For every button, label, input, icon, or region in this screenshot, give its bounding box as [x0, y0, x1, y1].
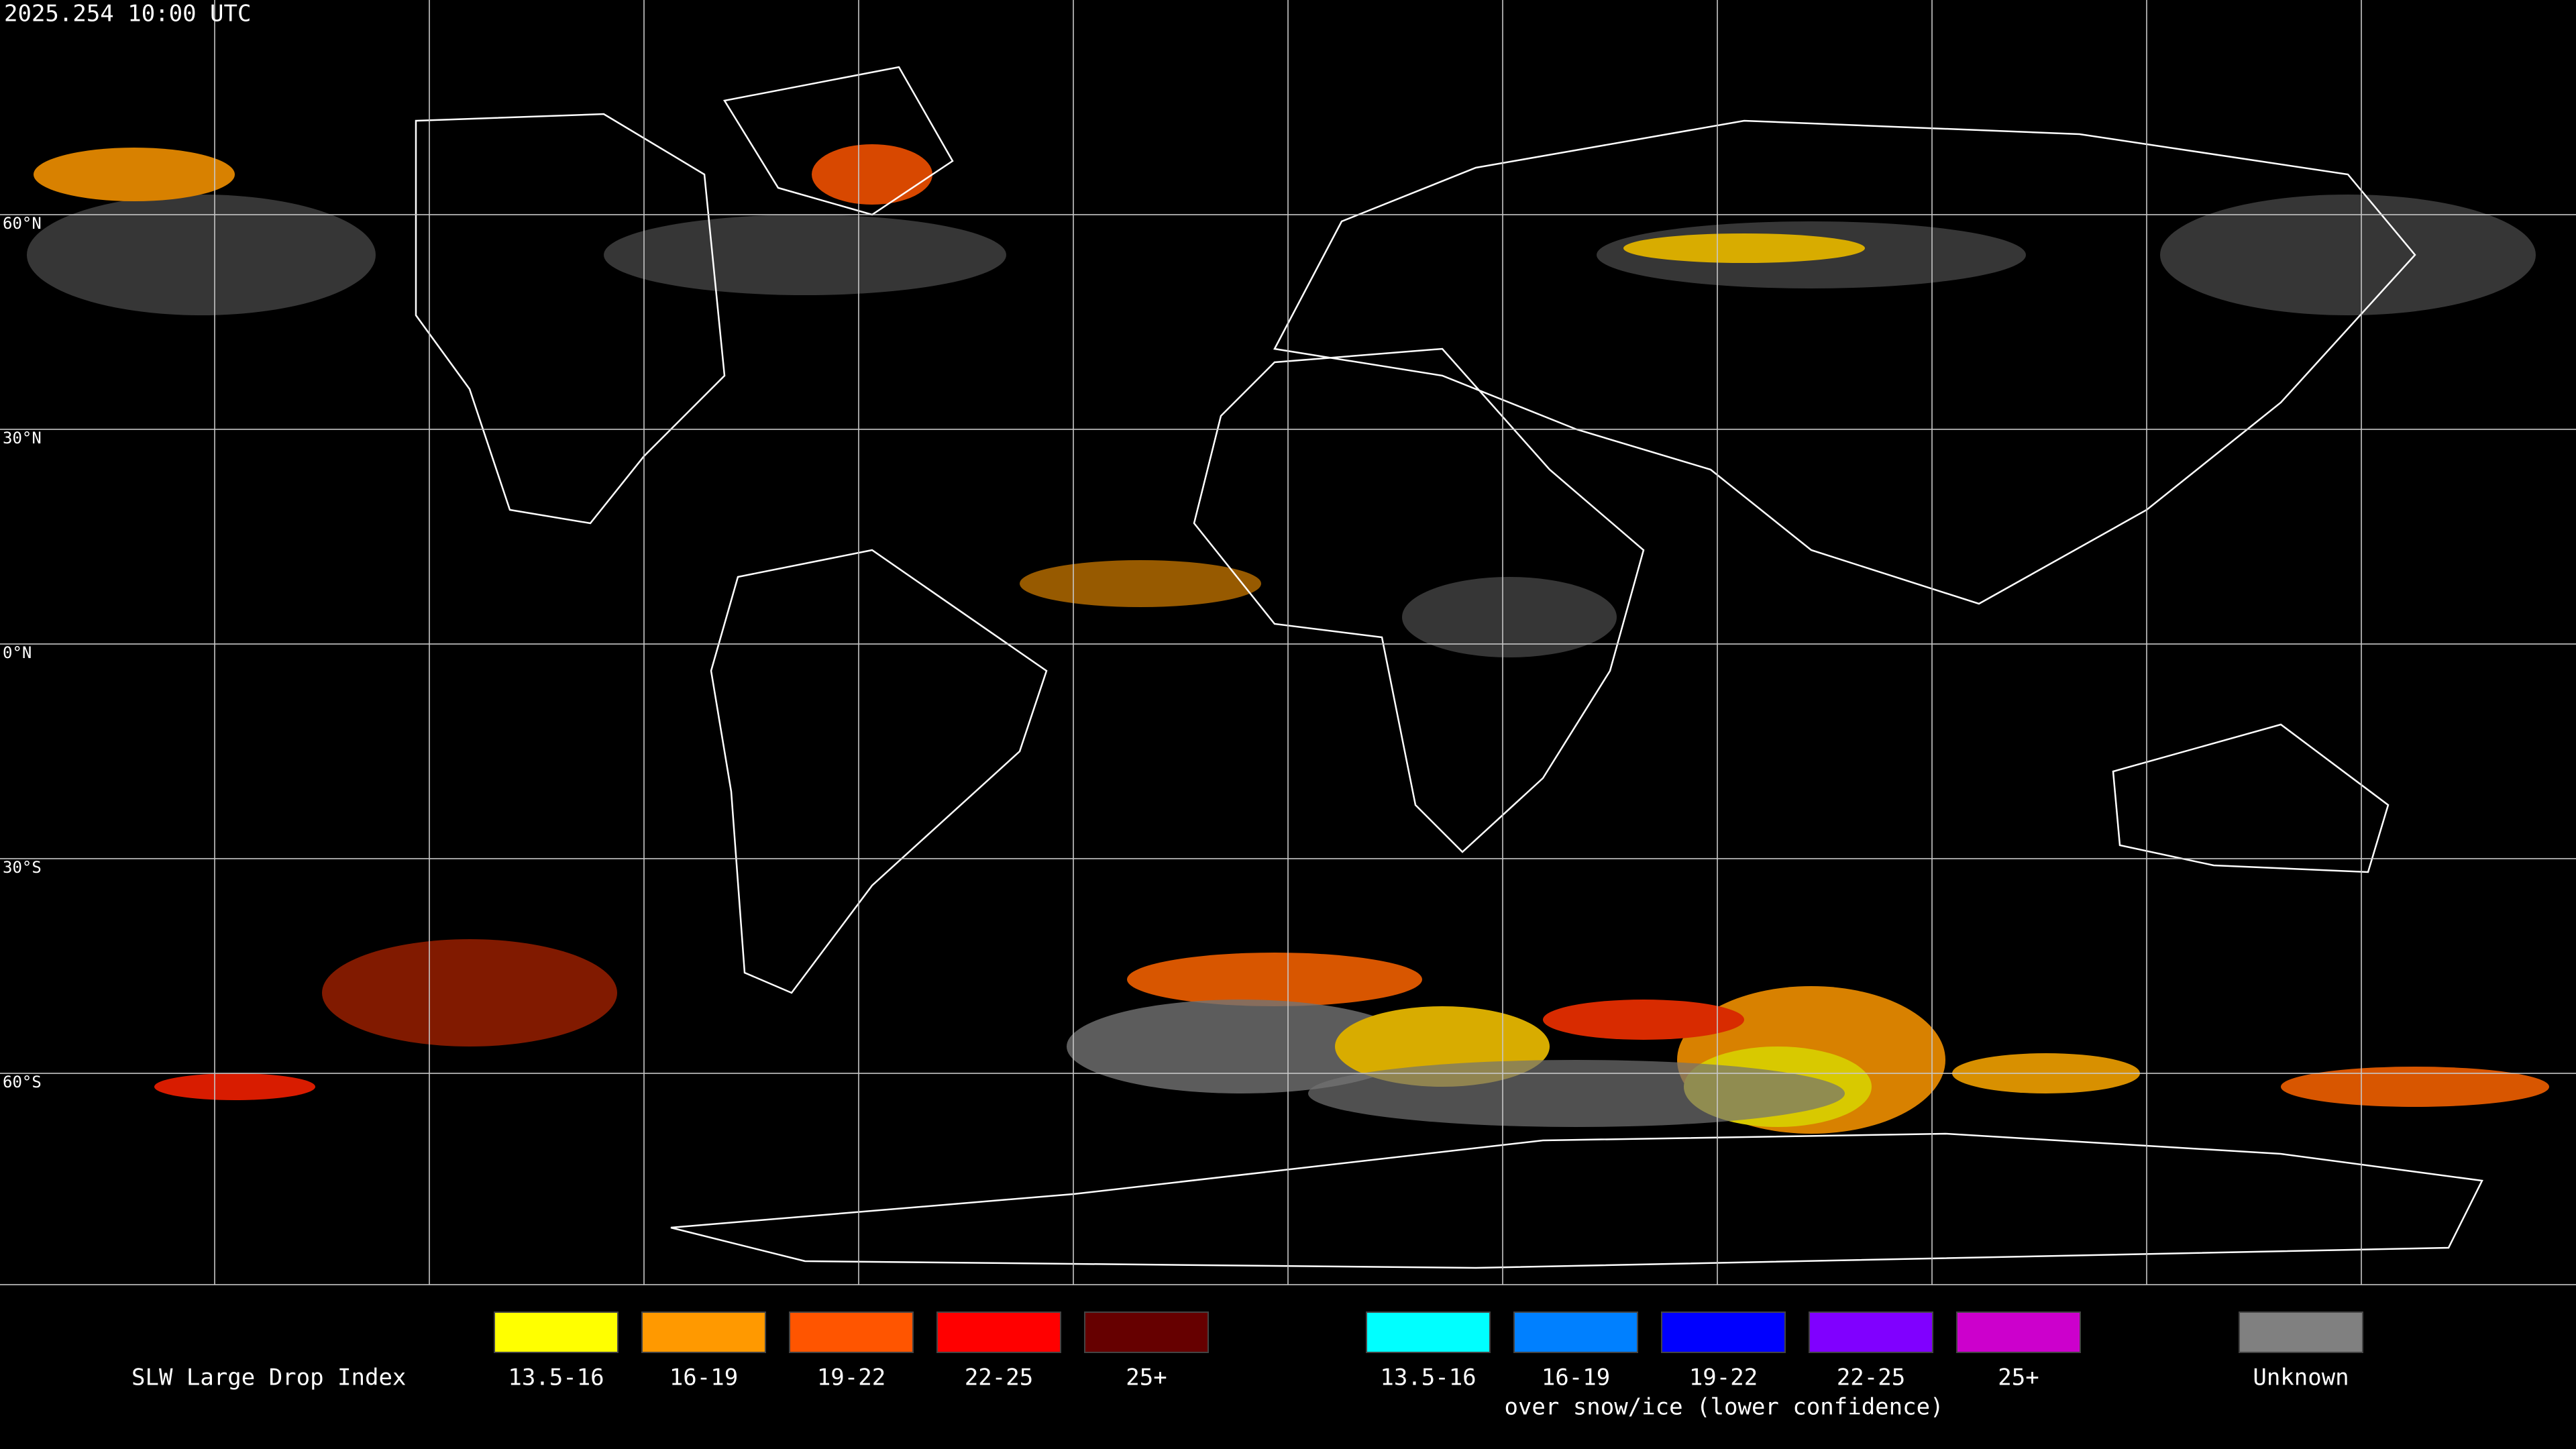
legend-panel	[0, 1285, 2576, 1449]
graticule: 60°N 30°N 0°N 30°S 60°S	[0, 0, 2576, 1285]
legend-label: 19-22	[817, 1364, 885, 1391]
latitude-label: 60°S	[3, 1073, 42, 1091]
snow-ice-note: over snow/ice (lower confidence)	[1504, 1394, 1943, 1421]
legend-label: 25+	[1998, 1364, 2039, 1391]
legend-label: 22-25	[1837, 1364, 1905, 1391]
legend-label: 16-19	[669, 1364, 738, 1391]
legend-swatch	[494, 1311, 619, 1353]
latitude-label: 30°S	[3, 858, 42, 877]
legend-label: 13.5-16	[508, 1364, 604, 1391]
latitude-label: 0°N	[3, 643, 32, 662]
legend-title: SLW Large Drop Index	[131, 1364, 406, 1391]
timestamp: 2025.254 10:00 UTC	[4, 1, 251, 28]
legend-swatch	[789, 1311, 914, 1353]
legend-label: 22-25	[965, 1364, 1033, 1391]
coastlines	[415, 66, 2483, 1269]
legend-label: 19-22	[1689, 1364, 1758, 1391]
legend-swatch	[1366, 1311, 1491, 1353]
legend-swatch	[936, 1311, 1061, 1353]
legend-swatch	[1084, 1311, 1209, 1353]
legend: SLW Large Drop Index over snow/ice (lowe…	[131, 1311, 2363, 1421]
latitude-label: 60°N	[3, 214, 42, 233]
legend-swatch	[1956, 1311, 2081, 1353]
map: 60°N 30°N 0°N 30°S 60°S 2025.254 10:00 UTC	[0, 0, 2576, 1285]
legend-label: 13.5-16	[1380, 1364, 1476, 1391]
legend-label: 25+	[1126, 1364, 1167, 1391]
legend-swatch	[1809, 1311, 1933, 1353]
legend-swatch	[1661, 1311, 1786, 1353]
legend-swatch	[2239, 1311, 2363, 1353]
legend-swatch	[1513, 1311, 1638, 1353]
latitude-label: 30°N	[3, 429, 42, 447]
legend-label: 16-19	[1542, 1364, 1610, 1391]
legend-swatch	[641, 1311, 766, 1353]
cloud-fields	[27, 144, 2549, 1134]
legend-label: Unknown	[2253, 1364, 2349, 1391]
